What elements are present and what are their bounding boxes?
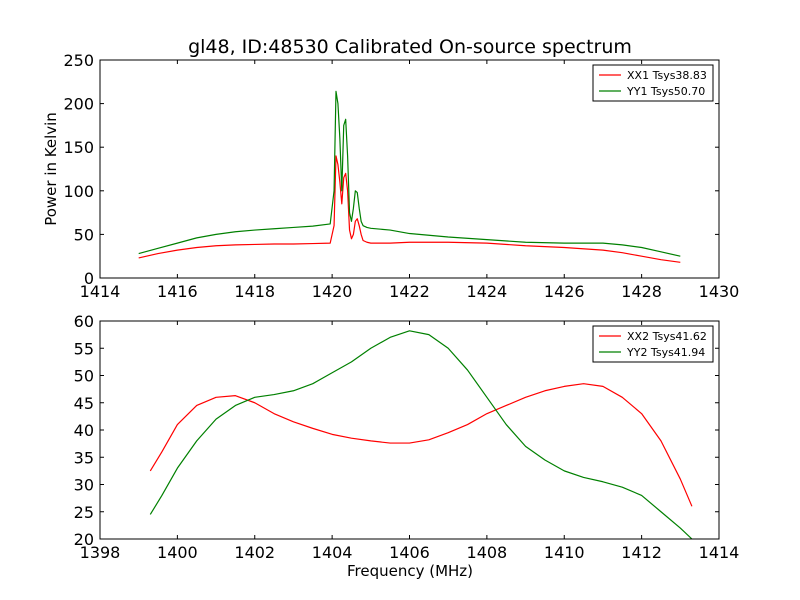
- y-tick-label: 0: [84, 269, 94, 288]
- x-tick-label: 1412: [621, 543, 662, 562]
- x-tick-label: 1404: [312, 543, 353, 562]
- x-tick-label: 1428: [621, 282, 662, 301]
- y-tick-label: 55: [74, 339, 94, 358]
- x-tick-label: 1414: [80, 282, 121, 301]
- x-tick-label: 1398: [80, 543, 121, 562]
- series-line-xx-panel-1: [138, 155, 681, 263]
- y-tick-label: 250: [63, 51, 94, 70]
- legend-box: [592, 64, 714, 102]
- x-tick-label: 1418: [234, 282, 275, 301]
- x-tick-label: 1416: [157, 282, 198, 301]
- x-tick-label: 1426: [544, 282, 585, 301]
- x-tick-label: 1402: [234, 543, 275, 562]
- x-tick-label: 1408: [467, 543, 508, 562]
- series-line-yy-panel-1: [138, 90, 681, 257]
- top-y-axis-label: Power in Kelvin: [42, 112, 60, 226]
- series-line-yy-panel-2: [149, 330, 693, 539]
- bottom-x-axis-label: Frequency (MHz): [347, 562, 473, 580]
- x-tick-label: 1400: [157, 543, 198, 562]
- bottom-plot-panel: Frequency (MHz) 1398 1400 1402 1404 1406 1408…: [74, 312, 740, 580]
- y-tick-label: 25: [74, 503, 94, 522]
- y-tick-label: 45: [74, 394, 94, 413]
- y-tick-label: 40: [74, 421, 94, 440]
- x-tick-label: 1414: [699, 543, 740, 562]
- x-tick-label: 1422: [389, 282, 430, 301]
- y-tick-label: 20: [74, 530, 94, 549]
- x-tick-label: 1420: [312, 282, 353, 301]
- legend: XX2 Tsys41.62 YY2 Tsys41.94: [592, 325, 714, 363]
- legend-box: [592, 325, 714, 363]
- legend-label: XX2 Tsys41.62: [627, 330, 707, 343]
- series-line-xx-panel-2: [149, 383, 693, 507]
- y-tick-label: 60: [74, 312, 94, 331]
- legend: XX1 Tsys38.83 YY1 Tsys50.70: [592, 64, 714, 102]
- x-tick-label: 1410: [544, 543, 585, 562]
- top-plot-panel: gl48, ID:48530 Calibrated On-source spec…: [42, 36, 739, 301]
- chart-title: gl48, ID:48530 Calibrated On-source spec…: [188, 36, 632, 58]
- y-tick-label: 200: [63, 95, 94, 114]
- legend-label: YY1 Tsys50.70: [626, 85, 705, 98]
- x-tick-label: 1406: [389, 543, 430, 562]
- y-tick-label: 50: [74, 367, 94, 386]
- legend-label: YY2 Tsys41.94: [626, 346, 705, 359]
- x-tick-label: 1430: [699, 282, 740, 301]
- legend-label: XX1 Tsys38.83: [627, 69, 707, 82]
- y-tick-label: 35: [74, 448, 94, 467]
- y-tick-label: 150: [63, 138, 94, 157]
- x-tick-label: 1424: [467, 282, 508, 301]
- y-tick-label: 100: [63, 182, 94, 201]
- y-tick-label: 30: [74, 476, 94, 495]
- y-tick-label: 50: [74, 225, 94, 244]
